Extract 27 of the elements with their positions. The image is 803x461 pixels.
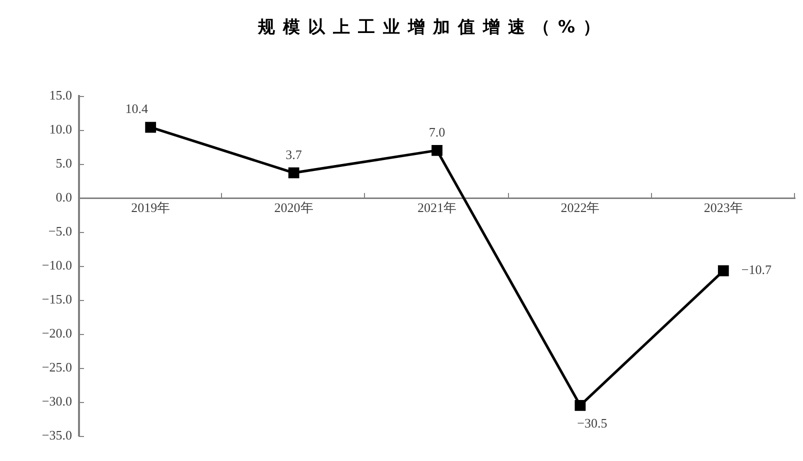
data-label: 3.7 <box>286 146 302 162</box>
point <box>145 122 156 133</box>
point <box>718 265 729 276</box>
y-tick-label: −20.0 <box>42 325 72 340</box>
chart-title: 规模以上工业增加值增速（%） <box>256 17 608 38</box>
y-tick-label: −15.0 <box>42 291 72 306</box>
data-label: −30.5 <box>577 415 608 430</box>
y-tick-label: −30.0 <box>42 393 72 408</box>
point <box>574 400 586 411</box>
x-tick-label: 2023年 <box>704 200 743 216</box>
y-tick-label: −5.0 <box>48 223 72 238</box>
y-tick-label: 15.0 <box>49 87 72 102</box>
x-tick-label: 2021年 <box>418 200 456 216</box>
data-label: 10.4 <box>125 101 148 116</box>
y-tick-label: 10.0 <box>49 121 72 136</box>
y-tick-label: −35.0 <box>42 427 72 442</box>
data-label: 7.0 <box>428 124 446 140</box>
x-tick-label: 2019年 <box>131 200 170 216</box>
y-tick-label: 0.0 <box>56 189 72 204</box>
x-tick-label: 2022年 <box>560 200 600 216</box>
point <box>432 144 442 156</box>
y-tick-label: −10.0 <box>42 257 72 272</box>
y-tick-label: −25.0 <box>42 359 72 374</box>
y-tick-label: 5.0 <box>56 155 72 170</box>
point <box>288 167 300 178</box>
data-label: −10.7 <box>741 262 772 278</box>
x-tick-label: 2020年 <box>274 200 314 216</box>
